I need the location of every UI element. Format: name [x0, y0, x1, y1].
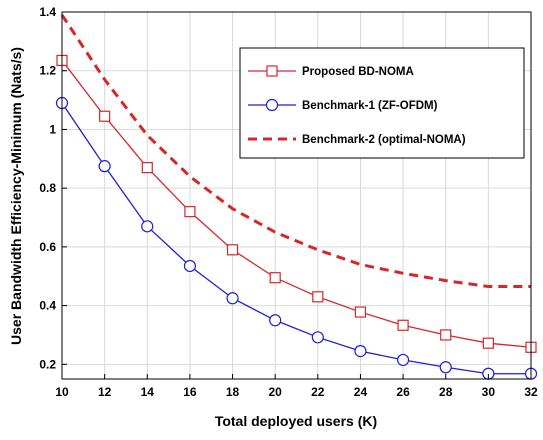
data-point [312, 291, 324, 303]
data-point [440, 329, 452, 341]
y-tick-label: 0.6 [39, 240, 56, 254]
data-point [311, 331, 324, 344]
x-tick-label: 18 [226, 385, 240, 399]
data-point [354, 345, 367, 358]
data-point [184, 206, 196, 218]
x-tick-label: 32 [524, 385, 538, 399]
data-point [226, 292, 239, 305]
data-point [183, 259, 197, 273]
data-point [397, 319, 409, 331]
x-tick-label: 10 [55, 385, 69, 399]
x-tick-label: 28 [439, 385, 453, 399]
data-point [226, 244, 239, 256]
legend-marker-1 [265, 98, 279, 112]
data-point [98, 160, 111, 173]
y-axis-label: User Bandwidth Efficiency-Minimum (Nats/… [8, 47, 24, 345]
y-tick-label: 0.2 [39, 357, 56, 371]
legend-marker-0 [266, 65, 278, 77]
data-point [99, 110, 111, 122]
data-point [141, 220, 154, 233]
x-tick-label: 30 [482, 385, 496, 399]
y-tick-label: 1.4 [39, 5, 56, 19]
data-point [269, 272, 281, 284]
x-tick-label: 16 [183, 385, 197, 399]
data-point [269, 314, 282, 327]
x-tick-label: 22 [311, 385, 325, 399]
series-line-1 [61, 102, 531, 375]
legend-label-0: Proposed BD-NOMA [302, 66, 414, 78]
legend-box [239, 47, 525, 159]
series-2 [60, 14, 531, 289]
y-axis-ticks: 0.2 0.4 0.6 0.8 1 1.2 1.4 [39, 5, 67, 371]
data-point [482, 337, 494, 349]
y-tick-label: 1.2 [39, 64, 56, 78]
legend: Proposed BD-NOMA Benchmark-1 (ZF-OFDM) Ben… [239, 47, 525, 159]
y-tick-label: 1 [49, 122, 56, 136]
x-axis-label: Total deployed users (K) [215, 413, 377, 429]
legend-label-1: Benchmark-1 (ZF-OFDM) [302, 100, 438, 112]
x-axis-ticks: 10 12 14 16 18 20 22 24 26 28 30 32 [55, 374, 538, 399]
series-line-2 [60, 14, 531, 289]
x-tick-label: 20 [269, 385, 283, 399]
data-point [396, 353, 410, 367]
data-point [354, 306, 367, 318]
data-point [439, 361, 452, 374]
x-tick-label: 12 [98, 385, 112, 399]
y-tick-label: 0.4 [39, 299, 56, 313]
y-tick-label: 0.8 [39, 181, 56, 195]
legend-label-2: Benchmark-2 (optimal-NOMA) [302, 134, 466, 146]
plot-frame [61, 11, 532, 380]
series-line-0 [61, 60, 532, 348]
x-tick-label: 24 [354, 385, 368, 399]
x-tick-label: 14 [141, 385, 155, 399]
x-tick-label: 26 [396, 385, 410, 399]
data-point [141, 162, 153, 174]
